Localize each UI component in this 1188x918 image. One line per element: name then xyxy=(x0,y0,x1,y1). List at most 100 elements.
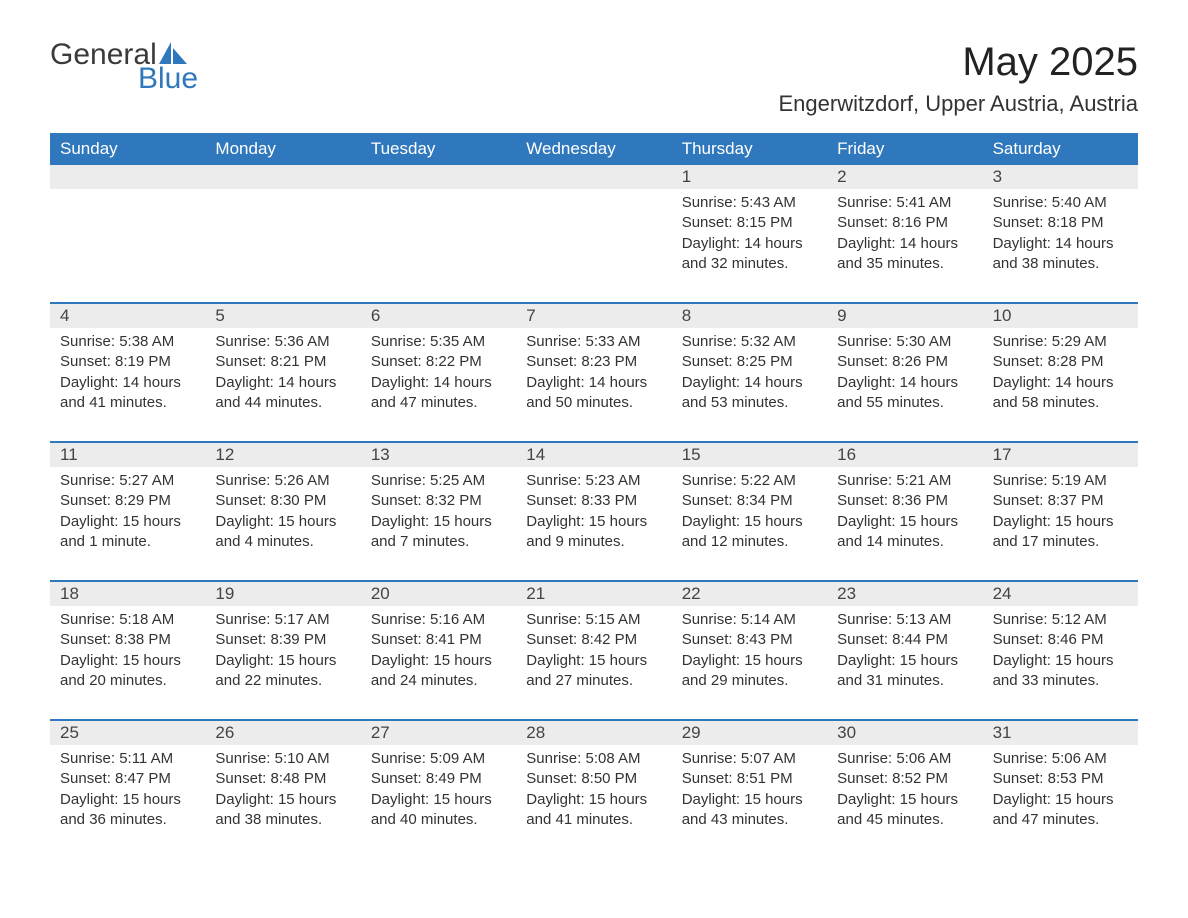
week-1: 45678910Sunrise: 5:38 AMSunset: 8:19 PMD… xyxy=(50,302,1138,441)
weeks-container: 123Sunrise: 5:43 AMSunset: 8:15 PMDaylig… xyxy=(50,165,1138,858)
day-cell: Sunrise: 5:21 AMSunset: 8:36 PMDaylight:… xyxy=(827,467,982,552)
daybody-row: Sunrise: 5:38 AMSunset: 8:19 PMDaylight:… xyxy=(50,328,1138,441)
dow-monday: Monday xyxy=(205,133,360,165)
day-cell: Sunrise: 5:30 AMSunset: 8:26 PMDaylight:… xyxy=(827,328,982,413)
day-cell: Sunrise: 5:29 AMSunset: 8:28 PMDaylight:… xyxy=(983,328,1138,413)
sunset-line: Sunset: 8:52 PM xyxy=(837,769,972,789)
sunrise-line: Sunrise: 5:06 AM xyxy=(837,749,972,769)
day-number: 13 xyxy=(361,443,516,467)
dow-row: SundayMondayTuesdayWednesdayThursdayFrid… xyxy=(50,133,1138,165)
sunrise-line: Sunrise: 5:16 AM xyxy=(371,610,506,630)
day-number: 4 xyxy=(50,304,205,328)
sunset-line: Sunset: 8:49 PM xyxy=(371,769,506,789)
daylight-line: Daylight: 15 hours and 20 minutes. xyxy=(60,651,195,692)
day-number: 27 xyxy=(361,721,516,745)
day-cell: Sunrise: 5:35 AMSunset: 8:22 PMDaylight:… xyxy=(361,328,516,413)
day-number: 17 xyxy=(983,443,1138,467)
day-number: 21 xyxy=(516,582,671,606)
sunset-line: Sunset: 8:37 PM xyxy=(993,491,1128,511)
sunset-line: Sunset: 8:46 PM xyxy=(993,630,1128,650)
day-cell: Sunrise: 5:23 AMSunset: 8:33 PMDaylight:… xyxy=(516,467,671,552)
day-number: 7 xyxy=(516,304,671,328)
day-number: 1 xyxy=(672,165,827,189)
day-cell: Sunrise: 5:38 AMSunset: 8:19 PMDaylight:… xyxy=(50,328,205,413)
sunset-line: Sunset: 8:22 PM xyxy=(371,352,506,372)
daylight-line: Daylight: 14 hours and 53 minutes. xyxy=(682,373,817,414)
dow-wednesday: Wednesday xyxy=(516,133,671,165)
day-cell: Sunrise: 5:06 AMSunset: 8:53 PMDaylight:… xyxy=(983,745,1138,830)
sunset-line: Sunset: 8:32 PM xyxy=(371,491,506,511)
day-cell: Sunrise: 5:32 AMSunset: 8:25 PMDaylight:… xyxy=(672,328,827,413)
daylight-line: Daylight: 15 hours and 41 minutes. xyxy=(526,790,661,831)
day-number xyxy=(361,165,516,189)
sunrise-line: Sunrise: 5:25 AM xyxy=(371,471,506,491)
day-cell: Sunrise: 5:10 AMSunset: 8:48 PMDaylight:… xyxy=(205,745,360,830)
daylight-line: Daylight: 14 hours and 35 minutes. xyxy=(837,234,972,275)
dow-tuesday: Tuesday xyxy=(361,133,516,165)
daylight-line: Daylight: 15 hours and 33 minutes. xyxy=(993,651,1128,692)
day-number xyxy=(50,165,205,189)
title-block: May 2025 Engerwitzdorf, Upper Austria, A… xyxy=(779,40,1139,127)
day-number: 28 xyxy=(516,721,671,745)
sunset-line: Sunset: 8:42 PM xyxy=(526,630,661,650)
day-cell: Sunrise: 5:27 AMSunset: 8:29 PMDaylight:… xyxy=(50,467,205,552)
dow-saturday: Saturday xyxy=(983,133,1138,165)
sunrise-line: Sunrise: 5:14 AM xyxy=(682,610,817,630)
sunrise-line: Sunrise: 5:33 AM xyxy=(526,332,661,352)
daylight-line: Daylight: 15 hours and 24 minutes. xyxy=(371,651,506,692)
sunset-line: Sunset: 8:28 PM xyxy=(993,352,1128,372)
daylight-line: Daylight: 15 hours and 29 minutes. xyxy=(682,651,817,692)
sunrise-line: Sunrise: 5:43 AM xyxy=(682,193,817,213)
sunset-line: Sunset: 8:38 PM xyxy=(60,630,195,650)
sunrise-line: Sunrise: 5:17 AM xyxy=(215,610,350,630)
sunrise-line: Sunrise: 5:40 AM xyxy=(993,193,1128,213)
daynum-row: 25262728293031 xyxy=(50,721,1138,745)
day-cell: Sunrise: 5:41 AMSunset: 8:16 PMDaylight:… xyxy=(827,189,982,274)
sunrise-line: Sunrise: 5:06 AM xyxy=(993,749,1128,769)
location: Engerwitzdorf, Upper Austria, Austria xyxy=(779,91,1139,117)
header: General Blue May 2025 Engerwitzdorf, Upp… xyxy=(50,40,1138,127)
logo: General Blue xyxy=(50,40,198,94)
day-number: 6 xyxy=(361,304,516,328)
day-cell xyxy=(361,189,516,274)
day-number: 29 xyxy=(672,721,827,745)
day-cell: Sunrise: 5:33 AMSunset: 8:23 PMDaylight:… xyxy=(516,328,671,413)
day-cell: Sunrise: 5:16 AMSunset: 8:41 PMDaylight:… xyxy=(361,606,516,691)
daylight-line: Daylight: 15 hours and 36 minutes. xyxy=(60,790,195,831)
sunset-line: Sunset: 8:43 PM xyxy=(682,630,817,650)
day-cell: Sunrise: 5:36 AMSunset: 8:21 PMDaylight:… xyxy=(205,328,360,413)
sunset-line: Sunset: 8:39 PM xyxy=(215,630,350,650)
day-number: 15 xyxy=(672,443,827,467)
day-number: 14 xyxy=(516,443,671,467)
sunrise-line: Sunrise: 5:32 AM xyxy=(682,332,817,352)
month-title: May 2025 xyxy=(779,40,1139,85)
daylight-line: Daylight: 15 hours and 43 minutes. xyxy=(682,790,817,831)
daylight-line: Daylight: 15 hours and 27 minutes. xyxy=(526,651,661,692)
sunset-line: Sunset: 8:25 PM xyxy=(682,352,817,372)
sunrise-line: Sunrise: 5:12 AM xyxy=(993,610,1128,630)
day-number: 31 xyxy=(983,721,1138,745)
daylight-line: Daylight: 15 hours and 4 minutes. xyxy=(215,512,350,553)
sunrise-line: Sunrise: 5:09 AM xyxy=(371,749,506,769)
day-number: 16 xyxy=(827,443,982,467)
day-cell: Sunrise: 5:15 AMSunset: 8:42 PMDaylight:… xyxy=(516,606,671,691)
day-number: 3 xyxy=(983,165,1138,189)
week-4: 25262728293031Sunrise: 5:11 AMSunset: 8:… xyxy=(50,719,1138,858)
day-number: 30 xyxy=(827,721,982,745)
day-cell: Sunrise: 5:12 AMSunset: 8:46 PMDaylight:… xyxy=(983,606,1138,691)
daylight-line: Daylight: 14 hours and 47 minutes. xyxy=(371,373,506,414)
day-cell xyxy=(205,189,360,274)
sunset-line: Sunset: 8:16 PM xyxy=(837,213,972,233)
day-number: 18 xyxy=(50,582,205,606)
day-cell: Sunrise: 5:43 AMSunset: 8:15 PMDaylight:… xyxy=(672,189,827,274)
daylight-line: Daylight: 15 hours and 45 minutes. xyxy=(837,790,972,831)
sunset-line: Sunset: 8:44 PM xyxy=(837,630,972,650)
logo-sail-icon xyxy=(159,42,189,64)
sunrise-line: Sunrise: 5:07 AM xyxy=(682,749,817,769)
sunset-line: Sunset: 8:53 PM xyxy=(993,769,1128,789)
sunrise-line: Sunrise: 5:38 AM xyxy=(60,332,195,352)
sunrise-line: Sunrise: 5:41 AM xyxy=(837,193,972,213)
daylight-line: Daylight: 14 hours and 38 minutes. xyxy=(993,234,1128,275)
sunset-line: Sunset: 8:48 PM xyxy=(215,769,350,789)
day-number: 22 xyxy=(672,582,827,606)
